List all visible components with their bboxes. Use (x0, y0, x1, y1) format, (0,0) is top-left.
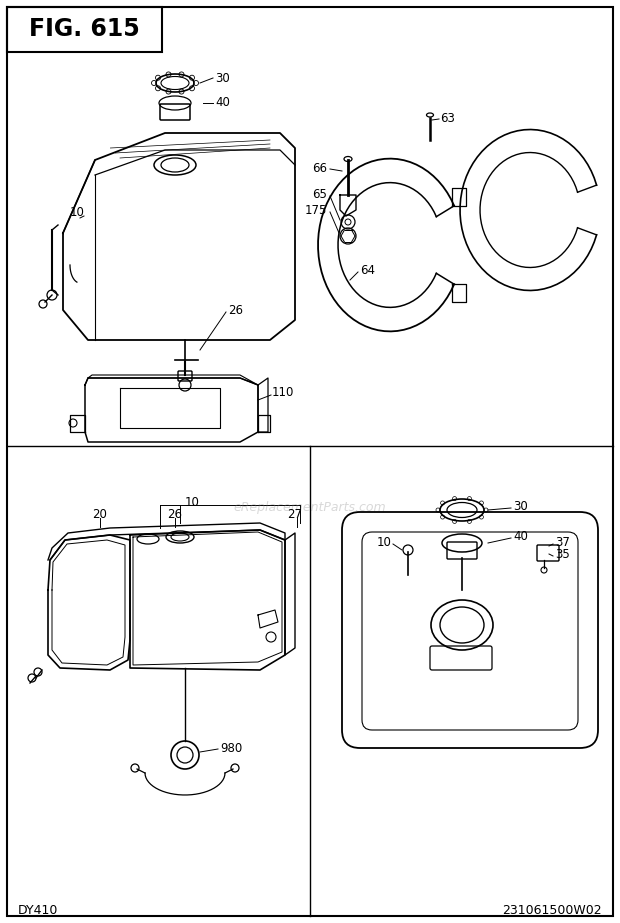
Text: 175: 175 (304, 203, 327, 217)
Text: 27: 27 (287, 509, 302, 521)
Text: 26: 26 (167, 509, 182, 521)
Text: 110: 110 (272, 387, 294, 400)
Text: 980: 980 (220, 741, 242, 754)
Text: 10: 10 (70, 206, 85, 219)
Text: 20: 20 (92, 509, 107, 521)
Text: 10: 10 (377, 536, 392, 549)
Text: FIG. 615: FIG. 615 (29, 18, 140, 42)
Text: 65: 65 (312, 188, 327, 201)
Text: 30: 30 (215, 71, 230, 85)
Text: 35: 35 (555, 548, 570, 561)
Text: 64: 64 (360, 263, 375, 277)
Text: 40: 40 (215, 97, 230, 110)
Text: 63: 63 (440, 112, 455, 125)
Text: eReplacementParts.com: eReplacementParts.com (234, 501, 386, 514)
Text: 37: 37 (555, 536, 570, 549)
Bar (7, 7, 162, 52)
Text: DY410: DY410 (18, 904, 58, 917)
Text: 10: 10 (185, 496, 200, 509)
Text: 66: 66 (312, 162, 327, 174)
Text: 30: 30 (513, 500, 528, 513)
Text: 40: 40 (513, 531, 528, 544)
Text: 26: 26 (228, 304, 243, 317)
Text: 231061500W02: 231061500W02 (502, 904, 602, 917)
